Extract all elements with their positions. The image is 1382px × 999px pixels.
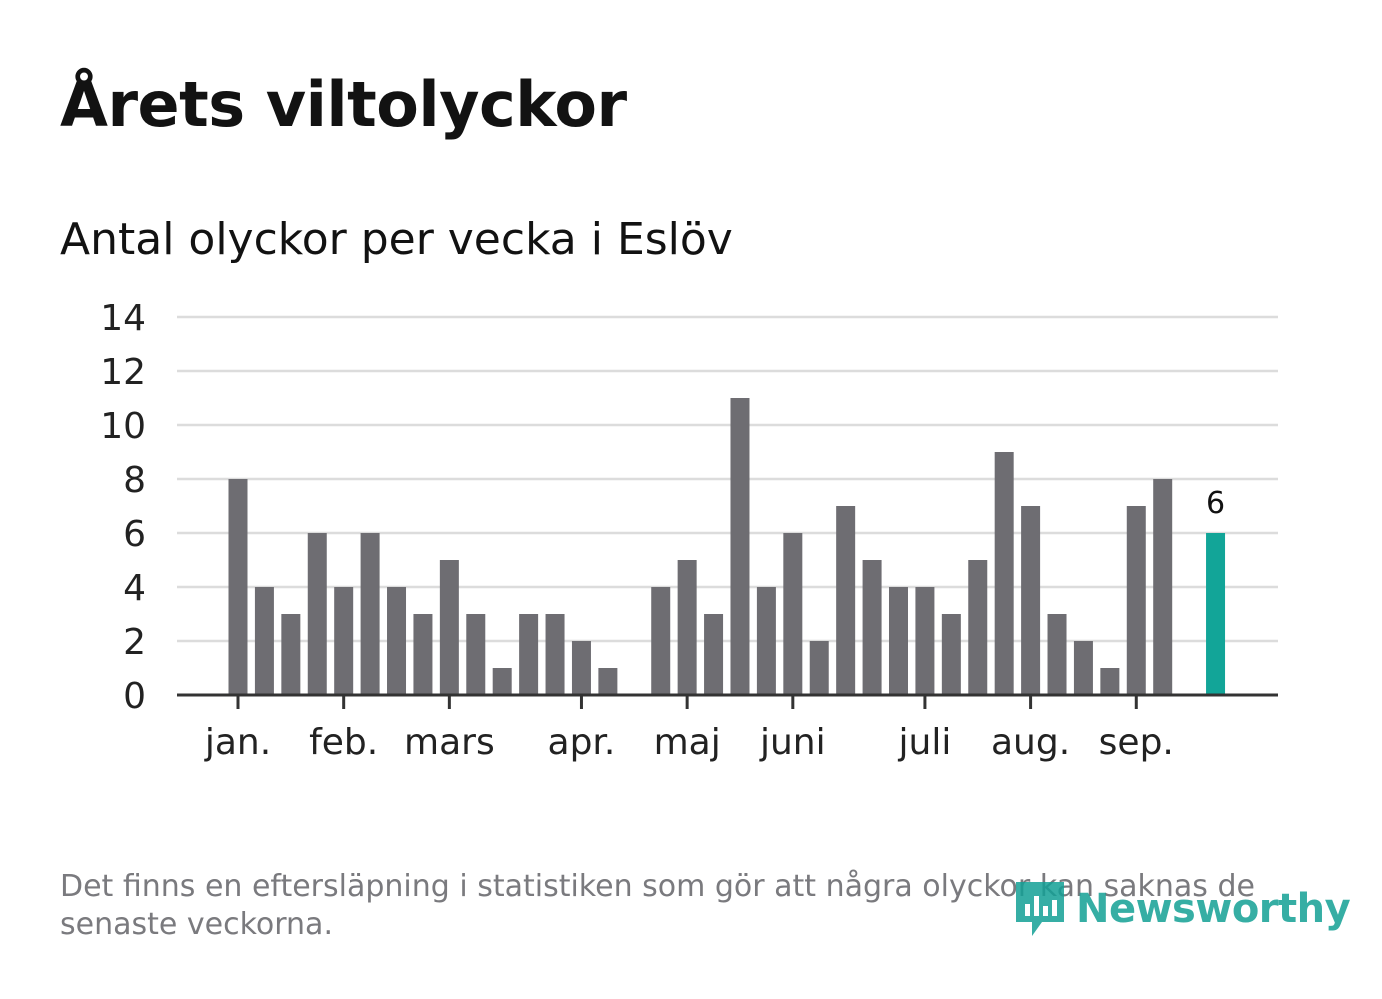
bar (1100, 668, 1120, 695)
bar (439, 560, 459, 695)
y-tick-label: 10 (100, 406, 146, 447)
x-tick-label: jan. (204, 722, 271, 763)
y-axis-ticks: 0 2 4 6 8 10 12 14 (100, 298, 146, 717)
y-tick-label: 8 (123, 460, 146, 501)
bar (704, 614, 724, 695)
x-axis: jan. feb. mars apr. maj juni juli aug. sep. (177, 693, 1278, 763)
brand-name: Newsworthy (1076, 886, 1351, 932)
bar (1021, 506, 1041, 695)
bar (756, 587, 776, 695)
newsworthy-logo-icon (1016, 882, 1064, 936)
bar (862, 560, 882, 695)
bar (281, 614, 301, 695)
bar (413, 614, 433, 695)
y-tick-label: 12 (100, 352, 146, 393)
bar (809, 641, 829, 695)
x-tick-label: sep. (1099, 722, 1174, 763)
bar (677, 560, 697, 695)
bar (334, 587, 354, 695)
bar (994, 452, 1014, 695)
bar (915, 587, 935, 695)
bar (360, 533, 380, 695)
x-tick-label: mars (404, 722, 495, 763)
chart-title: Årets viltolyckor (60, 68, 627, 141)
bar (307, 533, 327, 695)
bar (598, 668, 618, 695)
bar (941, 614, 961, 695)
gridlines (177, 315, 1278, 643)
bar (387, 587, 407, 695)
brand-logo: Newsworthy (1012, 878, 1351, 940)
bar (1047, 614, 1067, 695)
y-tick-label: 2 (123, 622, 146, 663)
y-tick-label: 4 (123, 568, 146, 609)
bars (228, 398, 1226, 695)
chart-subtitle: Antal olyckor per vecka i Eslöv (60, 214, 733, 265)
x-tick-label: apr. (548, 722, 616, 763)
bar (545, 614, 565, 695)
x-tick-label: maj (654, 722, 721, 763)
bar (1126, 506, 1146, 695)
y-tick-label: 0 (123, 676, 146, 717)
bar (651, 587, 671, 695)
bar (519, 614, 539, 695)
data-label: 6 (1206, 486, 1225, 521)
bar (571, 641, 591, 695)
bar (968, 560, 988, 695)
bar (730, 398, 750, 695)
bar (1153, 479, 1173, 695)
bar (254, 587, 274, 695)
bar (1073, 641, 1093, 695)
bar-chart: 0 2 4 6 8 10 12 14 jan. feb. mars apr. maj juni juli a… (100, 298, 1278, 763)
x-tick-label: juni (759, 722, 826, 763)
data-labels: 6 (1206, 486, 1225, 521)
x-tick-label: feb. (309, 722, 378, 763)
bar (228, 479, 248, 695)
y-tick-label: 14 (100, 298, 146, 339)
x-tick-label: juli (898, 722, 952, 763)
bar (889, 587, 908, 695)
bar (466, 614, 486, 695)
x-tick-label: aug. (991, 722, 1070, 763)
bar (492, 668, 512, 695)
y-tick-label: 6 (123, 514, 146, 555)
bar (783, 533, 803, 695)
bar (836, 506, 856, 695)
highlight-bar (1206, 533, 1226, 695)
